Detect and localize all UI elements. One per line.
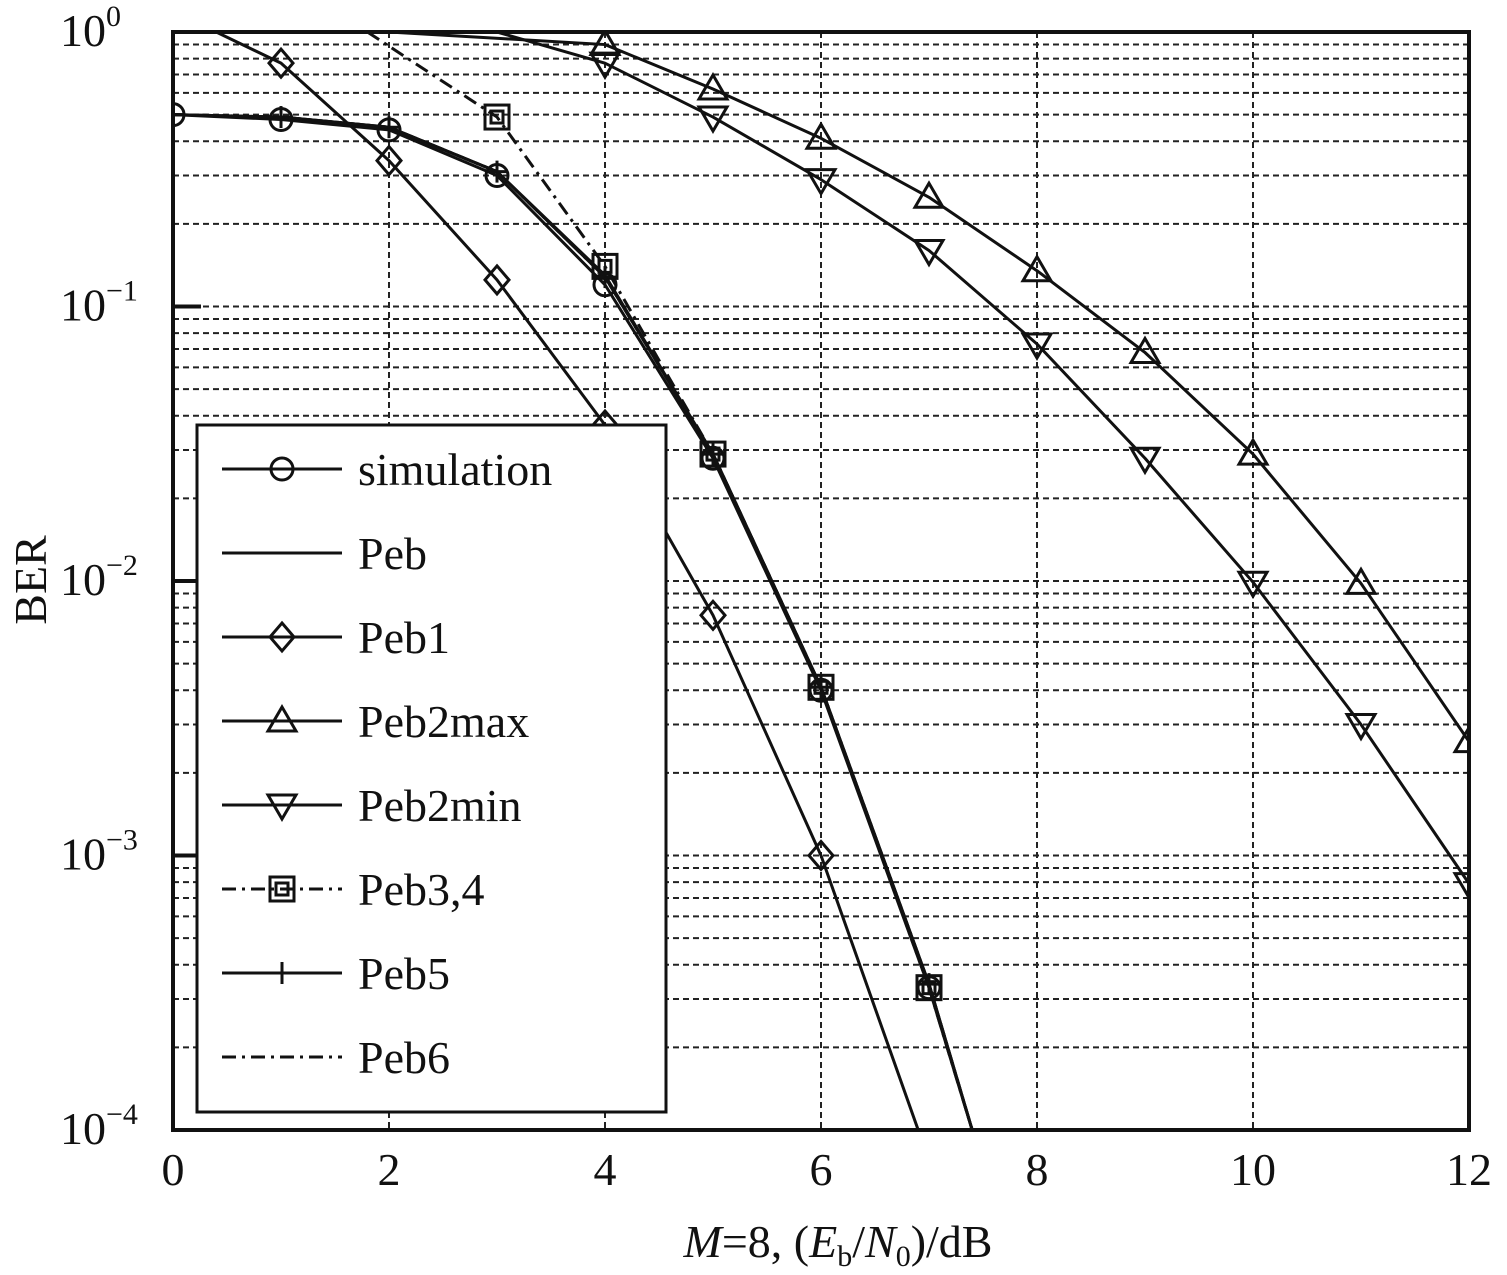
marker-square-inner [274, 881, 290, 897]
marker-square-outer [807, 673, 835, 701]
legend-label: Peb1 [358, 612, 450, 663]
series-point-peb2min [1128, 446, 1162, 476]
legend-label: Peb3,4 [358, 864, 485, 915]
series-point-peb1 [699, 598, 727, 632]
series-line-peb6 [173, 113, 974, 1130]
legend-item-peb5: Peb5 [222, 948, 450, 999]
series-point-peb5 [486, 160, 508, 183]
y-tick-label: 10−1 [60, 275, 138, 331]
series-point-peb2min [1344, 713, 1378, 742]
y-tick-label: 100 [60, 0, 121, 56]
legend-marker [265, 793, 299, 822]
series-peb2min [496, 32, 1469, 901]
series-peb1 [215, 32, 920, 1130]
series-point-peb2max [1344, 566, 1378, 595]
legend-item-peb3-4: Peb3,4 [222, 864, 485, 915]
legend-label: Peb6 [358, 1032, 450, 1083]
series-point-peb2min [588, 51, 622, 81]
legend-item-peb6: Peb6 [222, 1032, 450, 1083]
series-point-peb1 [483, 263, 511, 297]
series-point-peb1 [807, 839, 835, 872]
y-tick-label: 10−4 [60, 1098, 138, 1154]
legend: simulation Peb Peb1 Peb2max Peb2min Peb3,4 Peb… [195, 423, 668, 1114]
series-point-peb2max [1236, 437, 1270, 466]
x-tick-label: 10 [1230, 1144, 1276, 1195]
series-line-peb2min [496, 32, 1469, 885]
series-peb6 [173, 113, 974, 1130]
series-point-peb1 [375, 144, 403, 177]
series-layer [173, 32, 1469, 1130]
series-point-peb2max [1020, 253, 1054, 283]
series-point-peb2max [1452, 724, 1469, 754]
x-tick-label: 12 [1446, 1144, 1492, 1195]
series-point-peb2min [1020, 332, 1054, 361]
tick-labels: 0 2 4 6 8 10 12 100 10−1 10−2 10−3 10−4 [60, 0, 1492, 1195]
legend-label: Peb [358, 528, 427, 579]
legend-item-peb2max: Peb2max [222, 696, 529, 747]
series-line-peb1 [215, 32, 920, 1130]
legend-label: Peb2max [358, 696, 529, 747]
legend-marker [265, 704, 299, 733]
legend-label: simulation [358, 444, 552, 495]
series-point-peb3-4 [483, 103, 511, 131]
legend-marker [269, 456, 295, 482]
series-line-peb2max [388, 32, 1469, 743]
legend-marker [271, 962, 293, 984]
legend-label: Peb5 [358, 948, 450, 999]
legend-label: Peb2min [358, 780, 522, 831]
marker-square-outer [268, 875, 296, 903]
legend-box [195, 423, 668, 1114]
x-axis-label: M=8, (Eb/N0)/dB [683, 1216, 993, 1273]
series-point-peb2min [696, 105, 730, 135]
series-point-peb2min [1452, 872, 1469, 901]
y-tick-label: 10−3 [60, 824, 138, 880]
x-tick-label: 6 [810, 1144, 833, 1195]
legend-item-peb1: Peb1 [222, 612, 450, 663]
series-point-peb2min [804, 168, 838, 197]
marker-square-outer [483, 103, 511, 131]
series-point-peb2min [1236, 570, 1270, 600]
legend-marker [268, 620, 296, 654]
series-point-peb2max [696, 72, 730, 101]
x-tick-label: 4 [594, 1144, 617, 1195]
series-point-peb2max [912, 180, 946, 209]
y-tick-label: 10−2 [60, 549, 138, 605]
series-point-peb2min [912, 238, 946, 268]
marker-square-outer [699, 440, 727, 468]
marker-square-inner [489, 109, 505, 125]
legend-marker [268, 875, 296, 903]
x-tick-label: 0 [162, 1144, 185, 1195]
series-point-peb1 [267, 46, 295, 80]
y-axis-label: BER [5, 535, 56, 625]
x-tick-label: 2 [378, 1144, 401, 1195]
x-tick-label: 8 [1026, 1144, 1049, 1195]
series-point-peb2max [1128, 335, 1162, 364]
legend-item-simulation: simulation [222, 444, 552, 495]
series-point-peb5 [702, 443, 724, 466]
series-point-peb2max [804, 121, 838, 150]
legend-item-peb: Peb [222, 528, 427, 579]
series-point-peb5 [918, 973, 940, 996]
legend-item-peb2min: Peb2min [222, 780, 522, 831]
